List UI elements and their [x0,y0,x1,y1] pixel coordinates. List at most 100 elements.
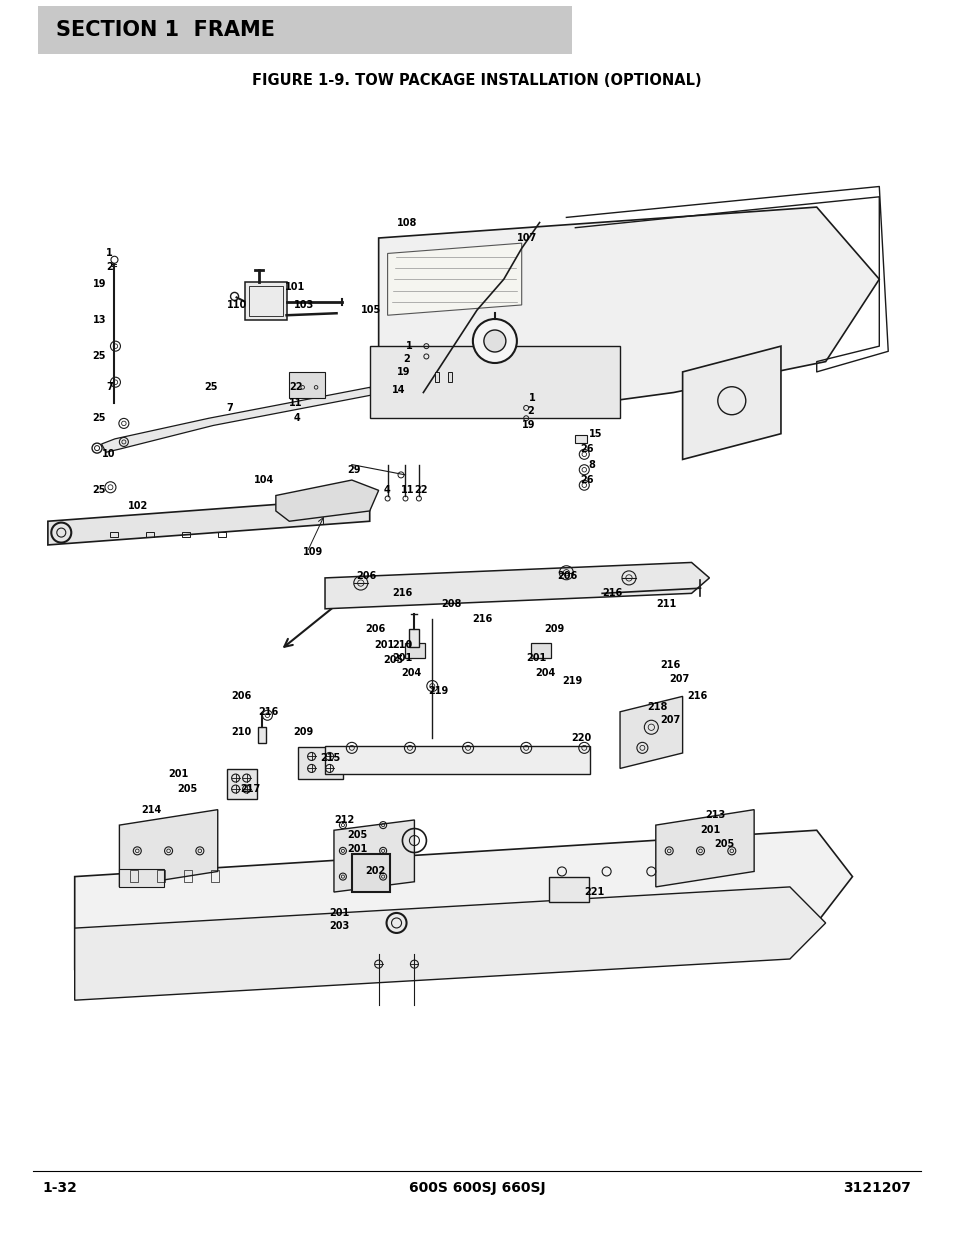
Bar [38,6,572,54]
Text: 216: 216 [659,661,679,671]
Text: 204: 204 [535,668,555,678]
Polygon shape [378,207,879,412]
Text: 218: 218 [646,701,666,711]
Text: 205: 205 [347,830,367,840]
Text: 14: 14 [392,385,405,395]
Text: 213: 213 [704,810,724,820]
Text: 4: 4 [294,414,300,424]
Text: 1: 1 [528,393,535,403]
Polygon shape [325,562,709,609]
Bar [244,283,286,320]
Text: 205: 205 [383,656,403,666]
Polygon shape [387,243,521,315]
Text: 216: 216 [257,706,278,716]
Bar [448,372,452,382]
Text: 202: 202 [365,867,385,877]
Bar [575,435,587,443]
Bar [352,855,390,892]
Text: 201: 201 [526,653,546,663]
Bar [258,727,266,743]
Bar [298,747,343,779]
Text: 206: 206 [231,692,252,701]
Text: 208: 208 [441,599,461,609]
Text: 212: 212 [334,815,354,825]
Bar [289,372,325,398]
Text: 216: 216 [392,588,412,598]
Text: 110: 110 [227,300,247,310]
Text: 201: 201 [347,844,367,853]
Text: 201: 201 [374,640,394,650]
Bar [325,746,589,773]
Text: 109: 109 [302,547,322,557]
Text: 215: 215 [320,753,340,763]
Text: 25: 25 [204,383,217,393]
Text: 207: 207 [668,674,689,684]
Bar [157,869,165,882]
Text: 101: 101 [285,283,305,293]
Text: 19: 19 [396,367,410,377]
Polygon shape [74,887,824,1000]
Text: 2: 2 [106,262,112,272]
Text: 216: 216 [472,614,493,624]
Text: SECTION 1  FRAME: SECTION 1 FRAME [56,20,274,41]
Polygon shape [334,820,414,892]
Polygon shape [682,346,781,459]
Bar [409,630,419,647]
Text: 104: 104 [253,475,274,485]
Polygon shape [101,388,374,452]
Bar [370,346,619,419]
Text: 214: 214 [142,805,162,815]
Text: 216: 216 [601,588,621,598]
Circle shape [483,330,505,352]
Polygon shape [655,810,754,887]
Text: 26: 26 [579,475,593,485]
Bar [211,869,218,882]
Text: 204: 204 [400,668,421,678]
Text: 210: 210 [392,640,412,650]
Text: 4: 4 [383,485,390,495]
Text: 209: 209 [543,625,564,635]
Text: 25: 25 [92,485,106,495]
Bar [184,869,192,882]
Text: 7: 7 [106,383,112,393]
Text: 2: 2 [526,406,534,416]
Text: 108: 108 [396,217,416,227]
Text: 211: 211 [655,599,676,609]
Polygon shape [119,810,217,887]
Text: 220: 220 [570,732,591,742]
Text: 206: 206 [355,571,376,580]
Circle shape [51,522,71,542]
Bar [146,532,154,537]
Text: 11: 11 [289,398,302,408]
Bar [530,643,550,658]
Text: 219: 219 [561,676,581,685]
Bar [405,643,425,658]
Text: 221: 221 [583,887,604,897]
Text: 10: 10 [101,450,115,459]
Text: 201: 201 [392,653,412,663]
Polygon shape [48,498,370,545]
Text: 25: 25 [92,414,106,424]
Text: 15: 15 [588,429,601,438]
Bar [548,877,588,903]
Text: 107: 107 [517,233,537,243]
Text: 210: 210 [231,727,252,737]
Text: 206: 206 [365,625,385,635]
Text: 8: 8 [588,459,595,469]
Text: 19: 19 [521,420,535,431]
Polygon shape [275,480,378,521]
Text: 207: 207 [659,715,679,725]
Bar [119,869,164,887]
Text: 13: 13 [92,315,106,325]
Text: 201: 201 [329,908,350,918]
Text: 201: 201 [169,768,189,778]
Polygon shape [619,697,682,768]
Text: 11: 11 [400,485,414,495]
Text: 26: 26 [579,445,593,454]
Text: 209: 209 [294,727,314,737]
Bar [111,532,118,537]
Text: 22: 22 [414,485,428,495]
Text: 103: 103 [294,300,314,310]
Text: 102: 102 [129,501,149,511]
Text: 201: 201 [700,825,720,835]
